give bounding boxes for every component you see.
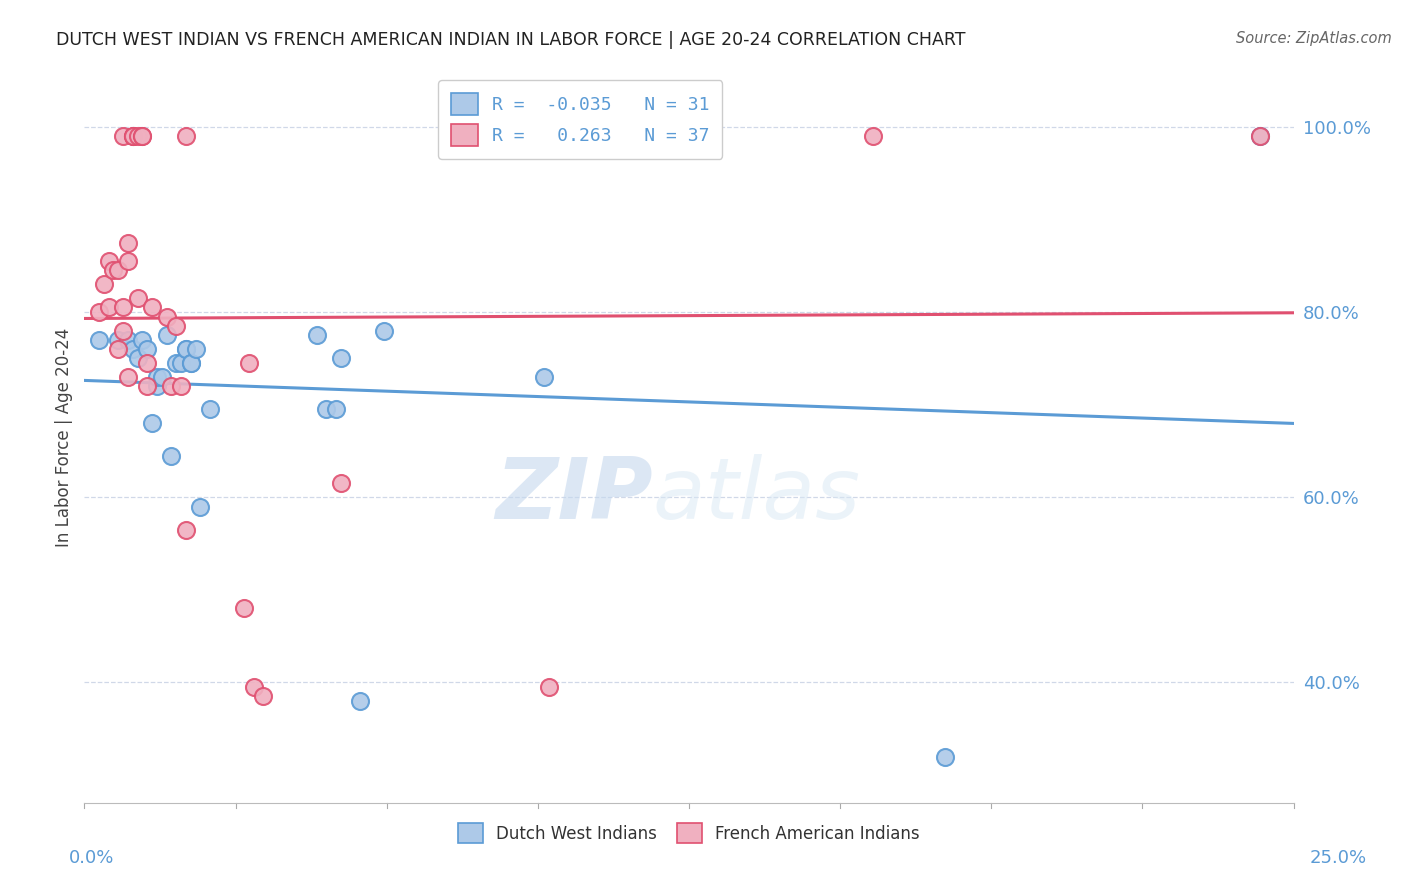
Point (165, 318, 187, 333)
Point (155, 310, 177, 324)
Point (180, 356, 202, 370)
Point (170, 356, 193, 370)
Point (127, 129, 149, 144)
Point (107, 263, 129, 277)
Point (117, 370, 139, 384)
Legend: Dutch West Indians, French American Indians: Dutch West Indians, French American Indi… (451, 817, 927, 849)
Point (537, 680, 560, 694)
Point (97, 301, 120, 315)
Point (238, 356, 260, 370)
Point (87, 333, 110, 347)
Point (329, 476, 352, 491)
Point (136, 379, 159, 393)
Point (131, 129, 153, 144)
Point (190, 500, 212, 514)
Point (862, 129, 884, 144)
Point (165, 356, 187, 370)
Point (1249, 129, 1271, 144)
Point (252, 690, 274, 704)
Point (174, 342, 197, 356)
Point (112, 324, 135, 338)
Text: DUTCH WEST INDIAN VS FRENCH AMERICAN INDIAN IN LABOR FORCE | AGE 20-24 CORRELATI: DUTCH WEST INDIAN VS FRENCH AMERICAN IND… (56, 31, 966, 49)
Point (117, 254, 139, 268)
Point (533, 370, 555, 384)
Point (242, 680, 264, 694)
Point (329, 351, 352, 366)
Point (121, 129, 143, 144)
Point (184, 342, 207, 356)
Point (107, 342, 129, 356)
Point (93, 277, 115, 292)
Point (233, 601, 256, 615)
Point (141, 301, 163, 315)
Point (155, 328, 177, 343)
Point (1249, 129, 1271, 144)
Text: 25.0%: 25.0% (1310, 849, 1367, 867)
Point (160, 449, 183, 463)
Point (117, 235, 139, 250)
Point (934, 749, 956, 764)
Text: atlas: atlas (652, 454, 860, 537)
Point (174, 523, 197, 537)
Point (121, 342, 143, 356)
Point (305, 328, 328, 343)
Point (87, 305, 110, 319)
Point (349, 694, 371, 708)
Point (121, 129, 143, 144)
Point (121, 129, 143, 144)
Point (170, 379, 193, 393)
Point (97, 254, 120, 268)
Point (315, 402, 337, 417)
Point (127, 291, 149, 305)
Point (160, 379, 183, 393)
Point (107, 333, 129, 347)
Point (136, 342, 159, 356)
Text: ZIP: ZIP (495, 454, 652, 537)
Point (136, 356, 159, 370)
Point (198, 402, 221, 417)
Point (103, 263, 125, 277)
Point (174, 342, 197, 356)
Point (127, 351, 149, 366)
Point (117, 333, 139, 347)
Text: 0.0%: 0.0% (69, 849, 114, 867)
Y-axis label: In Labor Force | Age 20-24: In Labor Force | Age 20-24 (55, 327, 73, 547)
Point (112, 301, 135, 315)
Point (112, 129, 135, 144)
Point (131, 333, 153, 347)
Text: Source: ZipAtlas.com: Source: ZipAtlas.com (1236, 31, 1392, 46)
Point (146, 370, 169, 384)
Point (141, 416, 163, 430)
Point (150, 370, 173, 384)
Point (180, 356, 202, 370)
Point (146, 379, 169, 393)
Point (325, 402, 347, 417)
Point (131, 129, 153, 144)
Point (373, 324, 395, 338)
Point (174, 129, 197, 144)
